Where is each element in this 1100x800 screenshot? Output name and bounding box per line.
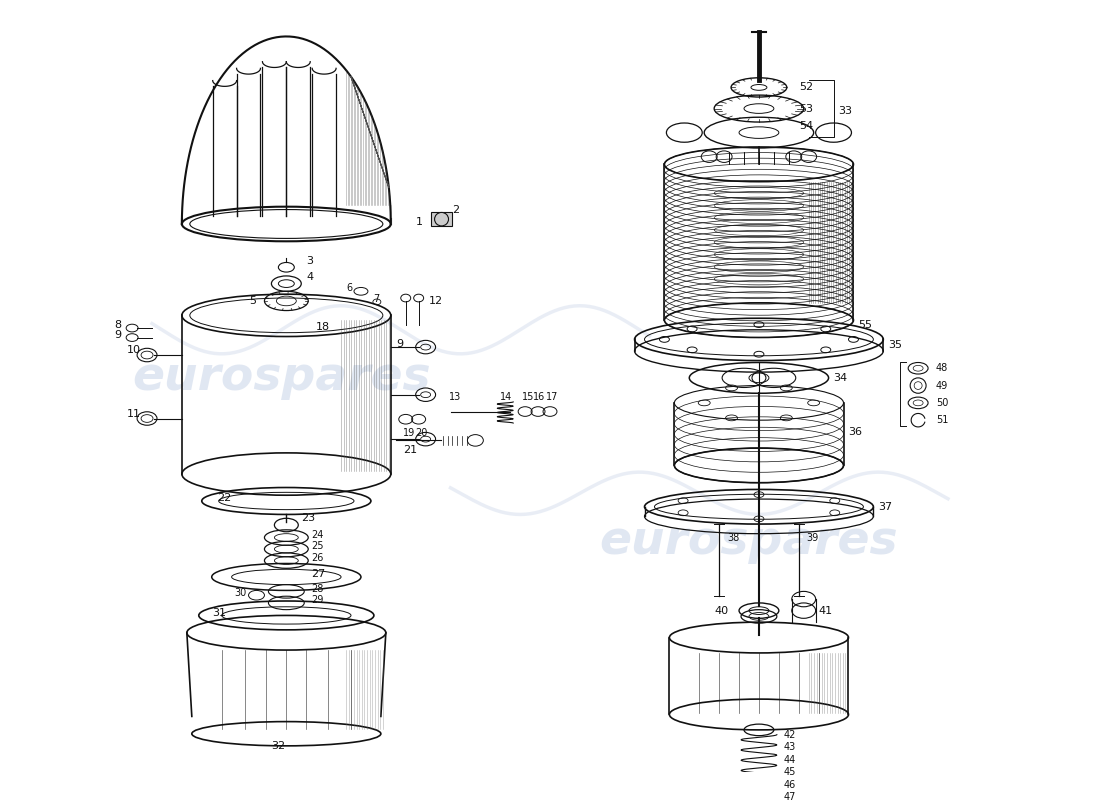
Text: 5: 5	[250, 296, 256, 306]
Text: 18: 18	[316, 322, 330, 332]
Bar	[430, 213, 452, 226]
Text: 31: 31	[211, 607, 226, 618]
Text: 46: 46	[784, 780, 796, 790]
Text: 11: 11	[128, 409, 141, 418]
Text: 2: 2	[452, 205, 460, 214]
Text: 1: 1	[416, 217, 422, 227]
Text: 10: 10	[128, 346, 141, 355]
Text: 16: 16	[534, 392, 546, 402]
Text: 37: 37	[878, 502, 892, 512]
Text: 19: 19	[403, 428, 415, 438]
Text: 51: 51	[936, 415, 948, 425]
Text: 50: 50	[936, 398, 948, 408]
Text: 17: 17	[546, 392, 559, 402]
Text: 53: 53	[799, 103, 813, 114]
Text: eurospares: eurospares	[132, 355, 431, 400]
Text: 47: 47	[784, 792, 796, 800]
Text: 9: 9	[396, 339, 403, 350]
Text: 4: 4	[306, 272, 313, 282]
Text: 38: 38	[727, 534, 739, 543]
Text: 33: 33	[838, 106, 853, 117]
Text: 15: 15	[522, 392, 535, 402]
Text: 30: 30	[234, 588, 246, 598]
Text: 54: 54	[799, 121, 813, 131]
Text: 49: 49	[936, 381, 948, 390]
Text: 24: 24	[311, 530, 323, 540]
Text: 32: 32	[272, 742, 286, 751]
Text: 23: 23	[301, 514, 316, 523]
Text: 14: 14	[500, 392, 513, 402]
Text: 29: 29	[311, 595, 323, 605]
Ellipse shape	[434, 213, 449, 226]
Text: eurospares: eurospares	[600, 519, 899, 564]
Text: 27: 27	[311, 569, 326, 579]
Text: 40: 40	[714, 606, 728, 616]
Text: 25: 25	[311, 541, 323, 551]
Text: 52: 52	[799, 82, 813, 93]
Text: 20: 20	[416, 428, 428, 438]
Text: 45: 45	[784, 767, 796, 778]
Text: 41: 41	[818, 606, 833, 616]
Text: 12: 12	[429, 296, 442, 306]
Text: 13: 13	[449, 392, 461, 402]
Text: 36: 36	[848, 426, 862, 437]
Text: 42: 42	[784, 730, 796, 740]
Text: 7: 7	[373, 294, 380, 304]
Text: 8: 8	[114, 320, 121, 330]
Text: 28: 28	[311, 583, 323, 594]
Text: 48: 48	[936, 363, 948, 374]
Text: 26: 26	[311, 553, 323, 562]
Text: 34: 34	[834, 373, 848, 383]
Text: 9: 9	[114, 330, 121, 340]
Text: 55: 55	[858, 320, 872, 330]
Text: 39: 39	[806, 534, 818, 543]
Text: 43: 43	[784, 742, 796, 752]
Text: 6: 6	[346, 283, 352, 294]
Text: 21: 21	[403, 445, 417, 455]
Text: 35: 35	[889, 340, 902, 350]
Text: 22: 22	[217, 493, 231, 503]
Text: 44: 44	[784, 754, 796, 765]
Text: 3: 3	[306, 255, 313, 266]
